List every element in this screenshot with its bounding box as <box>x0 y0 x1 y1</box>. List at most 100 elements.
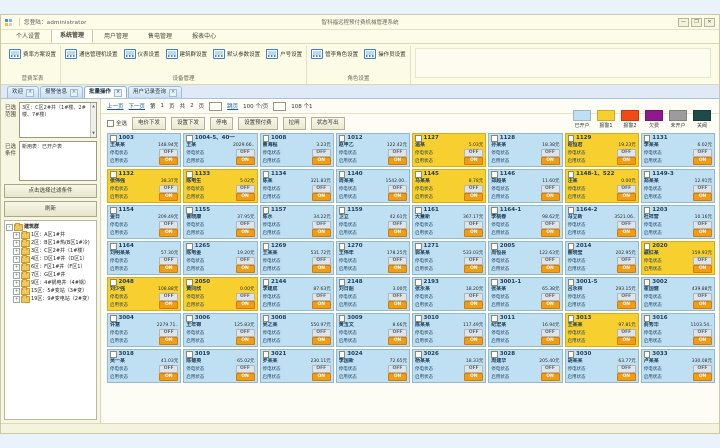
power-status-badge[interactable]: OFF <box>464 257 484 265</box>
close-icon[interactable]: × <box>26 88 35 97</box>
next-page-link[interactable]: 下一页 <box>128 104 146 110</box>
close-button[interactable]: ✕ <box>704 17 715 27</box>
maximize-button[interactable]: ❐ <box>691 17 702 27</box>
power-status-badge[interactable]: OFF <box>616 329 636 337</box>
checkbox-icon[interactable] <box>567 279 574 286</box>
checkbox-icon[interactable] <box>643 351 651 358</box>
jump-page-link[interactable]: 跳页 <box>227 104 239 110</box>
meter-cell[interactable]: 3018 吴一某 41.03元 停电状态 OFF 启用状态 ON <box>107 349 182 383</box>
checkbox-icon[interactable] <box>491 315 498 322</box>
enable-status-badge[interactable]: ON <box>616 337 636 345</box>
meter-cell[interactable]: 1148-1、522 汪某 0.00元 停电状态 OFF 启用状态 ON <box>564 169 639 203</box>
ribbon-button-comm-manager[interactable]: 通信管理机设置 <box>65 49 118 59</box>
meter-cell[interactable]: 1003 王某某 148.94元 停电状态 OFF 启用状态 ON <box>107 133 182 167</box>
meter-cell[interactable]: 1159 卫立 42.61元 停电状态 OFF 启用状态 ON <box>335 205 410 239</box>
enable-status-badge[interactable]: ON <box>616 265 636 273</box>
checkbox-icon[interactable] <box>643 207 651 214</box>
checkbox-icon[interactable] <box>338 207 346 214</box>
meter-cell[interactable]: 3008 吴之某 550.97元 停电状态 OFF 启用状态 ON <box>259 313 334 347</box>
minimize-button[interactable]: — <box>678 17 689 27</box>
prev-page-link[interactable]: 上一页 <box>107 104 124 110</box>
tree-node-root[interactable]: - 建筑群 <box>6 223 95 231</box>
send-price-button[interactable]: 电价下发 <box>132 116 167 130</box>
tree-node-zone-9[interactable]: + 9区：4#锅电井（4#锅） <box>6 279 95 287</box>
enable-status-badge[interactable]: ON <box>693 301 712 309</box>
checkbox-icon[interactable] <box>567 207 574 214</box>
power-status-badge[interactable]: OFF <box>540 293 560 301</box>
checkbox-icon[interactable] <box>262 207 269 214</box>
power-status-badge[interactable]: OFF <box>464 221 484 229</box>
power-status-badge[interactable]: OFF <box>540 329 560 337</box>
meter-cell[interactable]: 1133 陈电生 5.02元 停电状态 OFF 启用状态 ON <box>183 169 258 203</box>
tab-welcome[interactable]: 欢迎 × <box>7 86 40 98</box>
chevron-collapse-icon[interactable]: - <box>6 223 13 231</box>
refresh-button[interactable]: 刷新 <box>4 201 97 217</box>
enable-status-badge[interactable]: ON <box>388 157 407 165</box>
enable-status-badge[interactable]: ON <box>159 265 179 273</box>
per-page-input[interactable] <box>273 101 287 111</box>
meter-cell[interactable]: 1164-2 冯立新 3521.06.. 停电状态 OFF 启用状态 ON <box>564 205 639 239</box>
ribbon-button-meter-settings[interactable]: 仪表设置 <box>123 49 160 59</box>
power-status-badge[interactable]: OFF <box>693 149 712 157</box>
enable-status-badge[interactable]: ON <box>159 193 179 201</box>
power-status-badge[interactable]: OFF <box>159 365 179 373</box>
power-status-badge[interactable]: OFF <box>159 257 179 265</box>
power-status-badge[interactable]: OFF <box>540 221 560 229</box>
enable-status-badge[interactable]: ON <box>540 265 560 273</box>
selected-condition-value[interactable]: 新用表：已开户表 <box>19 141 97 181</box>
checkbox-icon[interactable] <box>262 279 269 286</box>
power-off-button[interactable]: 停电 <box>210 116 234 130</box>
meter-cell[interactable]: 1154 金日 209.49元 停电状态 OFF 启用状态 ON <box>107 205 182 239</box>
checkbox-icon[interactable] <box>186 207 193 214</box>
checkbox-icon[interactable] <box>643 135 651 142</box>
power-status-badge[interactable]: OFF <box>540 257 560 265</box>
enable-status-badge[interactable]: ON <box>235 337 255 345</box>
meter-cell[interactable]: 2050 黄同欣 0.00元 停电状态 OFF 启用状态 ON <box>183 277 258 311</box>
chevron-expand-icon[interactable]: + <box>13 295 20 303</box>
power-status-badge[interactable]: OFF <box>388 185 407 193</box>
enable-status-badge[interactable]: ON <box>693 265 712 273</box>
close-icon[interactable]: × <box>169 88 178 97</box>
checkbox-icon[interactable] <box>415 315 422 322</box>
enable-status-badge[interactable]: ON <box>540 373 560 381</box>
enable-status-badge[interactable]: ON <box>235 301 255 309</box>
power-status-badge[interactable]: OFF <box>388 329 407 337</box>
checkbox-icon[interactable] <box>643 243 651 250</box>
meter-cell[interactable]: 1127 温某 5.03元 停电状态 OFF 启用状态 ON <box>412 133 487 167</box>
power-status-badge[interactable]: OFF <box>311 257 331 265</box>
chevron-expand-icon[interactable]: + <box>13 287 20 295</box>
enable-status-badge[interactable]: ON <box>464 337 484 345</box>
power-status-badge[interactable]: OFF <box>388 149 407 157</box>
enable-status-badge[interactable]: ON <box>159 337 179 345</box>
meter-cell[interactable]: 1145 马某某 8.78元 停电状态 OFF 启用状态 ON <box>412 169 487 203</box>
ribbon-tab-reports[interactable]: 报表中心 <box>192 33 217 40</box>
checkbox-icon[interactable] <box>643 171 651 178</box>
power-status-badge[interactable]: OFF <box>235 149 255 157</box>
checkbox-icon[interactable] <box>186 243 193 250</box>
power-status-badge[interactable]: OFF <box>159 293 179 301</box>
ribbon-tab-users[interactable]: 用户管理 <box>104 33 129 40</box>
checkbox-icon[interactable] <box>491 135 498 142</box>
enable-status-badge[interactable]: ON <box>388 337 407 345</box>
checkbox-icon[interactable] <box>338 135 346 142</box>
tab-user-records[interactable]: 用户记录查询 × <box>128 86 183 98</box>
power-status-badge[interactable]: OFF <box>616 221 636 229</box>
checkbox-icon[interactable] <box>262 315 269 322</box>
checkbox-icon[interactable] <box>567 171 574 178</box>
meter-cell[interactable]: 2193 张永某 18.20元 停电状态 OFF 启用状态 ON <box>412 277 487 311</box>
checkbox-icon[interactable] <box>567 315 574 322</box>
enable-status-badge[interactable]: ON <box>388 229 407 237</box>
meter-cell[interactable]: 3009 黄玉文 8.66元 停电状态 OFF 启用状态 ON <box>335 313 410 347</box>
power-status-badge[interactable]: OFF <box>616 293 636 301</box>
enable-status-badge[interactable]: ON <box>311 229 331 237</box>
enable-status-badge[interactable]: ON <box>159 157 179 165</box>
checkbox-icon[interactable] <box>110 351 117 358</box>
meter-cell[interactable]: 3028 周建华 205.40元 停电状态 OFF 启用状态 ON <box>488 349 563 383</box>
meter-cell[interactable]: 1129 赵恒君 19.23元 停电状态 OFF 启用状态 ON <box>564 133 639 167</box>
checkbox-icon[interactable] <box>567 135 574 142</box>
enable-status-badge[interactable]: ON <box>388 265 407 273</box>
meter-cell[interactable]: 3011 纪宏某 16.94元 停电状态 OFF 启用状态 ON <box>488 313 563 347</box>
enable-status-badge[interactable]: ON <box>693 337 712 345</box>
power-status-badge[interactable]: OFF <box>311 365 331 373</box>
ribbon-button-operator-settings[interactable]: 操作员设置 <box>364 49 406 59</box>
